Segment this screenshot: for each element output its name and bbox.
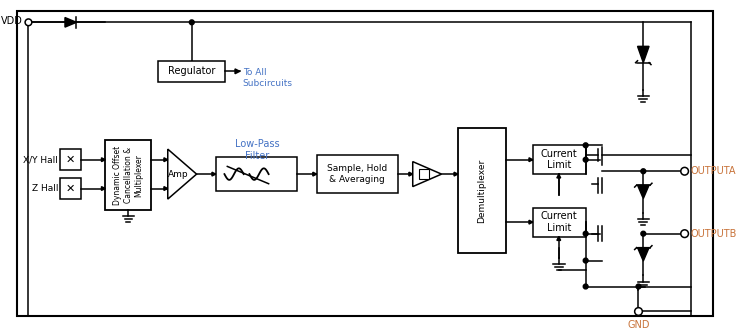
Polygon shape <box>556 174 561 178</box>
Polygon shape <box>556 236 561 240</box>
Text: X/Y Hall: X/Y Hall <box>24 155 59 164</box>
Text: To All
Subcircuits: To All Subcircuits <box>243 68 293 88</box>
Text: Z Hall: Z Hall <box>32 184 59 193</box>
Polygon shape <box>313 172 316 176</box>
Text: GND: GND <box>627 320 650 330</box>
Polygon shape <box>102 158 105 162</box>
Polygon shape <box>637 247 649 261</box>
Text: Amp: Amp <box>168 170 189 179</box>
Text: OUTPUTA: OUTPUTA <box>691 166 736 176</box>
Bar <box>533 208 585 236</box>
Bar <box>216 157 297 191</box>
Polygon shape <box>65 17 76 27</box>
Bar <box>60 178 82 199</box>
Circle shape <box>190 20 194 25</box>
Bar <box>458 128 506 253</box>
Text: Demultiplexer: Demultiplexer <box>477 158 486 222</box>
Text: ✕: ✕ <box>66 183 76 193</box>
Bar <box>158 61 225 82</box>
Text: OUTPUTB: OUTPUTB <box>691 229 737 239</box>
Circle shape <box>583 143 588 148</box>
Polygon shape <box>637 185 649 199</box>
Text: Current
Limit: Current Limit <box>540 211 577 233</box>
Bar <box>105 141 151 210</box>
Text: ✕: ✕ <box>66 155 76 165</box>
Bar <box>60 149 82 170</box>
Polygon shape <box>529 220 533 224</box>
Polygon shape <box>454 172 458 176</box>
Circle shape <box>25 19 32 26</box>
Polygon shape <box>637 46 649 63</box>
Polygon shape <box>409 172 413 176</box>
Polygon shape <box>164 187 167 190</box>
Text: Dynamic Offset
Cancellation &
Multiplexer: Dynamic Offset Cancellation & Multiplexe… <box>113 145 143 205</box>
Circle shape <box>636 284 641 289</box>
Polygon shape <box>529 158 533 162</box>
Circle shape <box>641 169 645 174</box>
Circle shape <box>641 231 645 236</box>
Circle shape <box>583 231 588 236</box>
Polygon shape <box>235 69 240 74</box>
Polygon shape <box>212 172 216 176</box>
Circle shape <box>583 284 588 289</box>
Text: VDD: VDD <box>1 16 23 26</box>
Polygon shape <box>102 187 105 190</box>
Text: Regulator: Regulator <box>168 66 216 76</box>
Text: Current
Limit: Current Limit <box>540 149 577 170</box>
Polygon shape <box>167 149 196 199</box>
Circle shape <box>634 308 642 315</box>
Polygon shape <box>413 162 442 187</box>
Circle shape <box>681 167 688 175</box>
Circle shape <box>681 230 688 237</box>
Bar <box>533 145 585 174</box>
Circle shape <box>583 258 588 263</box>
Bar <box>419 169 429 179</box>
Polygon shape <box>164 158 167 162</box>
Text: Sample, Hold
& Averaging: Sample, Hold & Averaging <box>327 164 387 184</box>
Bar <box>316 155 399 193</box>
Circle shape <box>583 157 588 162</box>
Text: Low-Pass
Filter: Low-Pass Filter <box>235 139 279 161</box>
